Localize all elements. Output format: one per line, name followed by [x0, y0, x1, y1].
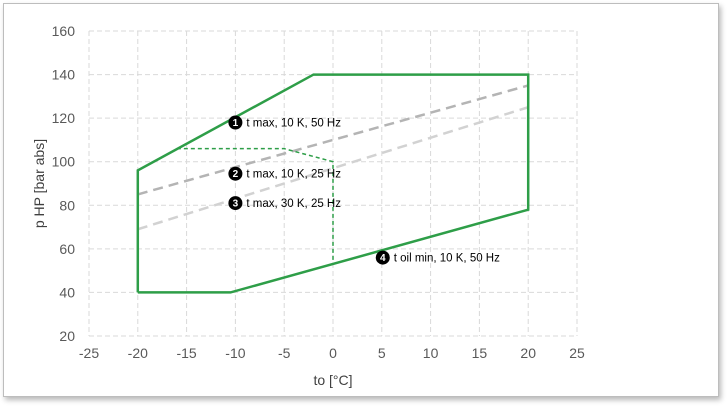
x-tick-label: -5 [278, 345, 291, 361]
x-axis-title: to [°C] [313, 372, 352, 388]
x-tick-label: -10 [225, 345, 245, 361]
annotation-marker [228, 166, 243, 181]
annotation-label: t max, 10 K, 25 Hz [246, 169, 341, 181]
x-tick-label: -25 [79, 345, 99, 361]
x-tick-label: 20 [520, 345, 536, 361]
y-tick-label: 100 [52, 154, 76, 170]
annotation-number: 4 [380, 253, 386, 264]
x-tick-label: 10 [423, 345, 439, 361]
annotation-label: t oil min, 10 K, 50 Hz [394, 253, 500, 265]
gridlines [88, 30, 578, 337]
series-line-dashed-gray-light [137, 106, 529, 231]
series-line-dashed-gray-dark [137, 84, 529, 196]
annotation-number: 2 [233, 169, 239, 180]
chart-frame: -25 -20 -15 -10 -5 0 5 10 15 20 25 20 40 60 80 100 120 14… [3, 3, 719, 397]
annotation-marker [228, 196, 243, 211]
x-tick-label: 0 [329, 345, 337, 361]
y-tick-label: 20 [59, 328, 75, 344]
y-tick-label: 160 [52, 23, 76, 39]
x-tick-label: 25 [569, 345, 585, 361]
annotation-number: 3 [233, 199, 239, 210]
annotation-number: 1 [233, 118, 239, 129]
y-tick-label: 40 [59, 284, 75, 300]
tick-labels: -25 -20 -15 -10 -5 0 5 10 15 20 252040608010012014… [52, 23, 585, 361]
x-tick-label: 15 [472, 345, 488, 361]
envelope-chart: -25 -20 -15 -10 -5 0 5 10 15 20 252040608010012014… [31, 23, 585, 388]
y-tick-label: 60 [59, 241, 75, 257]
y-axis-title: p HP [bar abs] [31, 139, 47, 228]
series-lines [136, 73, 530, 294]
annotation-label: t max, 10 K, 50 Hz [246, 118, 341, 130]
x-tick-label: -15 [176, 345, 196, 361]
annotation-label: t max, 30 K, 25 Hz [246, 198, 341, 210]
y-tick-label: 140 [52, 67, 76, 83]
annotation-marker [228, 115, 243, 130]
annotation-marker [375, 250, 390, 265]
y-tick-label: 120 [52, 110, 76, 126]
x-tick-label: -20 [128, 345, 148, 361]
series-line-solid-green [136, 73, 530, 294]
x-tick-label: 5 [378, 345, 386, 361]
y-tick-label: 80 [59, 197, 75, 213]
